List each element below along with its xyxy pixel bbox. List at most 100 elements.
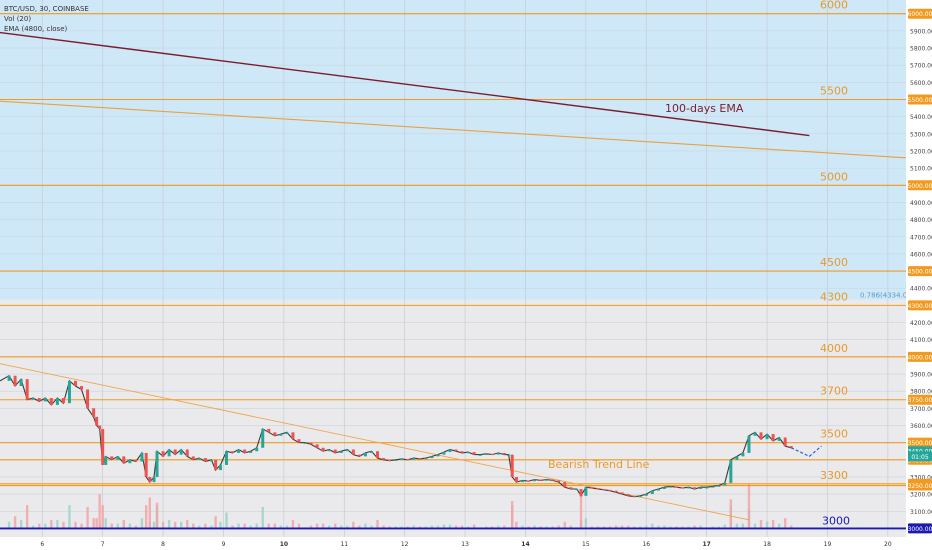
volume-spike bbox=[148, 497, 151, 529]
price-candle bbox=[614, 490, 618, 493]
price-candle bbox=[95, 416, 99, 426]
price-tick-label: 4100.00 bbox=[910, 337, 932, 344]
volume-bar bbox=[527, 526, 530, 529]
price-candle bbox=[155, 451, 159, 477]
price-candle bbox=[214, 459, 218, 471]
price-candle bbox=[197, 458, 201, 460]
level-price-tag-box bbox=[908, 480, 932, 491]
volume-bar bbox=[279, 525, 283, 529]
volume-bar bbox=[723, 524, 726, 529]
price-tick-label: 4800.00 bbox=[910, 217, 932, 224]
volume-bar bbox=[491, 526, 494, 529]
time-tick-label: 9 bbox=[222, 541, 226, 548]
volume-bar bbox=[759, 519, 763, 529]
volume-bar bbox=[448, 524, 452, 529]
volume-bar bbox=[167, 519, 171, 529]
volume-bar bbox=[693, 525, 696, 529]
price-candle bbox=[345, 449, 349, 452]
volume-bar bbox=[430, 525, 434, 529]
price-candle bbox=[144, 452, 148, 477]
price-candle bbox=[735, 456, 739, 460]
price-candle bbox=[191, 456, 195, 460]
price-candle bbox=[74, 380, 77, 387]
volume-bar bbox=[364, 523, 367, 529]
price-candle bbox=[279, 434, 283, 436]
price-candle bbox=[747, 435, 751, 453]
price-tick-label: 3600.00 bbox=[910, 423, 932, 430]
level-label: 6000 bbox=[820, 0, 848, 12]
price-candle bbox=[134, 459, 138, 462]
price-candle bbox=[472, 452, 476, 455]
level-price-tag-box bbox=[908, 300, 932, 311]
volume-bar bbox=[116, 523, 119, 529]
price-candle bbox=[321, 447, 325, 452]
level-label: 5000 bbox=[820, 170, 848, 183]
volume-bar bbox=[466, 526, 470, 529]
volume-bar bbox=[104, 518, 107, 529]
volume-bar bbox=[645, 525, 648, 529]
volume-bar bbox=[394, 526, 397, 529]
volume-bar bbox=[790, 525, 793, 529]
price-candle bbox=[759, 432, 763, 440]
price-candle bbox=[351, 449, 355, 455]
price-candle bbox=[261, 428, 265, 448]
price-candle bbox=[179, 449, 183, 455]
volume-bar bbox=[614, 525, 618, 529]
level-price-tag-text: 3500.00 bbox=[908, 440, 932, 447]
shaded-zone bbox=[0, 0, 906, 300]
price-candle bbox=[255, 447, 259, 452]
volume-bar bbox=[557, 525, 560, 529]
volume-bar bbox=[388, 526, 391, 529]
volume-spike bbox=[729, 499, 733, 529]
support-price-tag-text: 3000.00 bbox=[908, 526, 932, 533]
symbol-label: BTC/USD, 30, COINBASE bbox=[4, 5, 89, 13]
level-price-tag-text: 4000.00 bbox=[908, 354, 932, 361]
volume-bar bbox=[521, 525, 524, 529]
volume-bar bbox=[651, 523, 654, 529]
volume-bar bbox=[198, 525, 201, 529]
ema-indicator-label: EMA (4800, close) bbox=[4, 25, 68, 33]
price-candle bbox=[753, 432, 757, 436]
volume-spike bbox=[510, 500, 514, 529]
volume-bar bbox=[503, 525, 506, 529]
volume-bar bbox=[735, 523, 739, 529]
volume-bar bbox=[400, 526, 403, 529]
volume-bar bbox=[334, 523, 337, 529]
volume-bar bbox=[753, 523, 757, 529]
volume-bar bbox=[460, 525, 464, 529]
volume-bar bbox=[418, 526, 421, 529]
time-tick-label: 12 bbox=[401, 541, 409, 548]
volume-bar bbox=[346, 525, 349, 529]
volume-bar bbox=[68, 505, 71, 529]
price-candle bbox=[209, 459, 213, 462]
price-candle bbox=[43, 398, 47, 402]
price-candle bbox=[249, 451, 253, 453]
price-tick-label: 5300.00 bbox=[910, 131, 932, 138]
price-candle bbox=[711, 486, 715, 488]
level-label: 3700 bbox=[820, 385, 848, 398]
price-candle bbox=[650, 490, 654, 495]
volume-bar bbox=[358, 525, 361, 529]
volume-bar bbox=[412, 525, 415, 529]
price-candle bbox=[363, 452, 367, 457]
volume-bar bbox=[569, 525, 572, 529]
volume-bar bbox=[596, 526, 600, 529]
price-candle bbox=[37, 398, 41, 402]
volume-bar bbox=[122, 519, 126, 529]
volume-bar bbox=[32, 525, 35, 529]
level-price-tag-text: 3250.00 bbox=[908, 483, 932, 490]
price-tick-label: 4400.00 bbox=[910, 286, 932, 293]
price-tick-label: 3300.00 bbox=[910, 474, 932, 481]
price-tick-label: 3100.00 bbox=[910, 509, 932, 516]
price-candle bbox=[448, 449, 452, 453]
price-candle bbox=[693, 487, 697, 489]
price-tick-label: 4600.00 bbox=[910, 251, 932, 258]
ema-annotation: 100-days EMA bbox=[665, 102, 744, 115]
volume-bar bbox=[657, 525, 660, 529]
price-candle bbox=[575, 488, 579, 491]
price-candle bbox=[110, 456, 114, 460]
volume-bar bbox=[608, 526, 612, 529]
volume-bar bbox=[186, 519, 189, 529]
price-candle bbox=[644, 494, 648, 496]
